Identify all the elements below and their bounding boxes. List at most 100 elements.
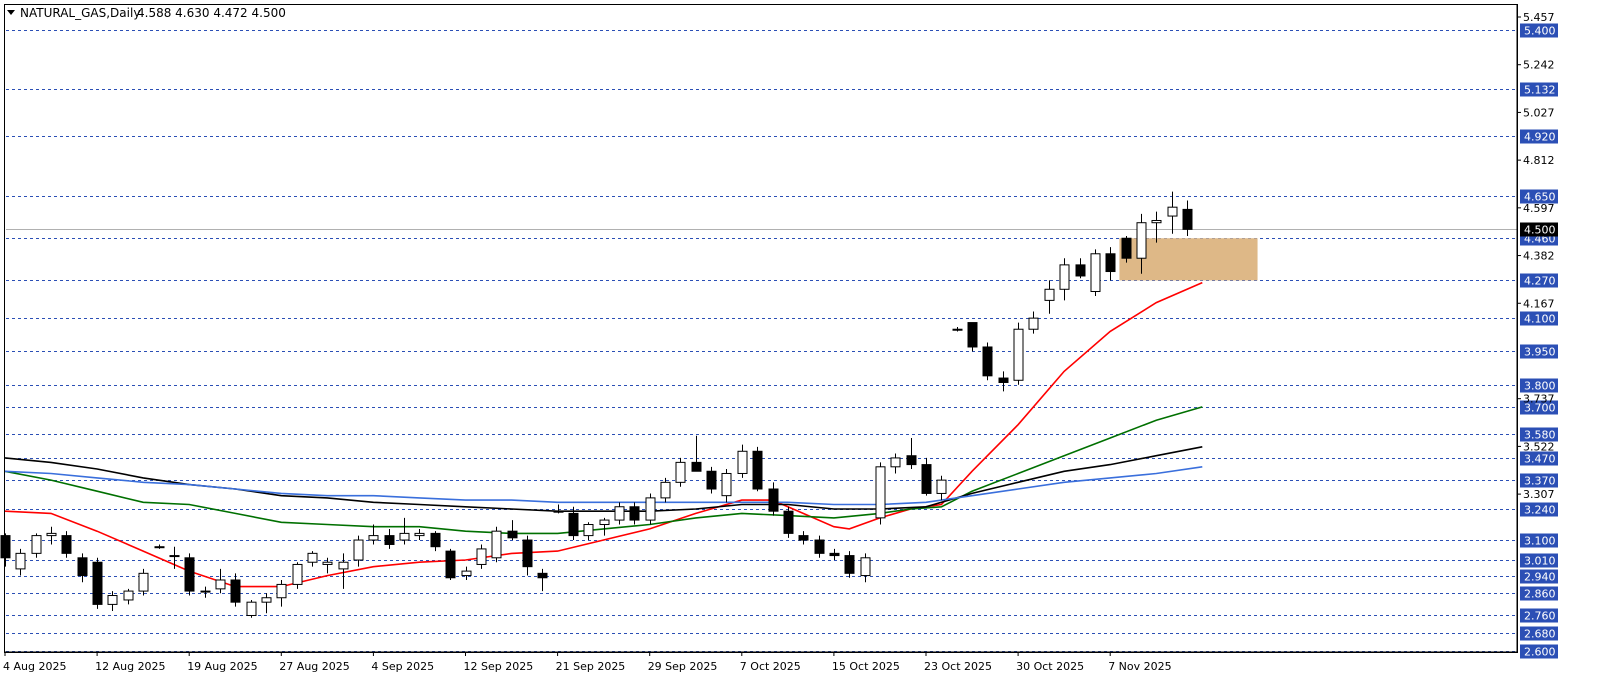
candle-bear[interactable] <box>384 535 395 545</box>
candle-bear[interactable] <box>783 510 794 534</box>
candle-bear[interactable] <box>92 561 103 605</box>
candle-bull[interactable] <box>246 601 257 616</box>
current-price-tag <box>1520 222 1558 237</box>
candle-bull[interactable] <box>276 583 287 599</box>
candle-bull[interactable] <box>307 552 318 563</box>
candle-bull[interactable] <box>292 563 303 585</box>
candle-bear[interactable] <box>691 461 702 472</box>
ma-blue-line[interactable] <box>4 466 1203 506</box>
candle-bear[interactable] <box>829 552 840 557</box>
candle-bear[interactable] <box>568 512 579 537</box>
candle-bull[interactable] <box>399 532 410 541</box>
candle-bear[interactable] <box>844 555 855 574</box>
candle-bull[interactable] <box>491 530 502 559</box>
candle-bull[interactable] <box>1059 264 1070 290</box>
price-tick-label: 3.522 <box>1523 440 1555 453</box>
collapse-triangle-icon[interactable] <box>7 10 15 15</box>
candle-bull[interactable] <box>875 466 886 519</box>
candle-bear[interactable] <box>798 535 809 541</box>
candle-bear[interactable] <box>507 530 518 539</box>
candle-bull[interactable] <box>261 597 272 603</box>
level-label: 2.860 <box>1524 588 1556 601</box>
candle-bull[interactable] <box>107 595 118 605</box>
candle-bear[interactable] <box>629 506 640 521</box>
level-label: 3.580 <box>1524 429 1556 442</box>
candle-bear[interactable] <box>921 464 932 494</box>
level-label: 3.700 <box>1524 402 1556 415</box>
level-tag <box>1520 273 1558 288</box>
level-label: 5.400 <box>1524 25 1556 38</box>
candle-bull[interactable] <box>353 539 364 561</box>
candle-bull[interactable] <box>721 472 732 497</box>
candle-bull[interactable] <box>1044 288 1055 301</box>
candle-bear[interactable] <box>537 572 548 579</box>
candle-bear[interactable] <box>967 322 978 348</box>
candle-bull[interactable] <box>599 519 610 526</box>
candle-bull[interactable] <box>675 461 686 483</box>
candle-bull[interactable] <box>215 579 226 590</box>
candle-bull[interactable] <box>1151 219 1162 224</box>
candle-bear[interactable] <box>230 579 241 603</box>
candle-bull[interactable] <box>645 497 656 521</box>
level-tag <box>1520 569 1558 584</box>
candle-bear[interactable] <box>982 346 993 377</box>
candle-bull[interactable] <box>15 552 26 570</box>
candle-bear[interactable] <box>706 470 717 490</box>
chart-header[interactable]: NATURAL_GAS,Daily 4.588 4.630 4.472 4.50… <box>7 6 286 20</box>
candle-bear[interactable] <box>1105 253 1116 273</box>
candle-bull[interactable] <box>860 557 871 577</box>
candle-bull[interactable] <box>1167 206 1178 217</box>
level-label: 3.950 <box>1524 346 1556 359</box>
candle-bull[interactable] <box>169 555 180 558</box>
candle-bull[interactable] <box>123 590 134 601</box>
candle-bull[interactable] <box>936 479 947 494</box>
candle-bear[interactable] <box>61 535 72 554</box>
candle-bull[interactable] <box>154 546 165 549</box>
candle-bull[interactable] <box>31 535 42 554</box>
candle-bull[interactable] <box>138 572 149 592</box>
candle-bear[interactable] <box>430 532 441 548</box>
candle-bear[interactable] <box>998 377 1009 383</box>
candle-bull[interactable] <box>660 481 671 499</box>
candle-bull[interactable] <box>322 561 333 565</box>
candle-bear[interactable] <box>522 539 533 568</box>
candle-bear[interactable] <box>1121 237 1132 259</box>
ma-green-line[interactable] <box>4 406 1203 535</box>
candle-bull[interactable] <box>1136 222 1147 259</box>
candle-bear[interactable] <box>906 455 917 466</box>
candle-bull[interactable] <box>614 506 625 521</box>
price-tick-label: 3.307 <box>1523 488 1555 501</box>
candle-bull[interactable] <box>890 457 901 468</box>
level-tag <box>1520 644 1558 659</box>
candle-bull[interactable] <box>952 328 963 331</box>
candle-bear[interactable] <box>814 539 825 554</box>
candle-bear[interactable] <box>184 557 195 592</box>
candle-bull[interactable] <box>200 590 211 593</box>
candle-bear[interactable] <box>752 450 763 490</box>
candle-bull[interactable] <box>583 524 594 537</box>
time-tick-label: 4 Aug 2025 <box>3 660 66 673</box>
candle-bull[interactable] <box>338 561 349 570</box>
level-tag <box>1520 553 1558 568</box>
candle-bull[interactable] <box>476 548 487 565</box>
candle-bull[interactable] <box>461 570 472 577</box>
candles[interactable] <box>0 191 1193 618</box>
candle-bear[interactable] <box>1182 208 1193 230</box>
level-label: 2.940 <box>1524 571 1556 584</box>
candle-bear[interactable] <box>445 550 456 579</box>
candle-bull[interactable] <box>1013 328 1024 381</box>
candle-bull[interactable] <box>414 532 425 537</box>
candle-bear[interactable] <box>1075 264 1086 277</box>
candle-bull[interactable] <box>1090 253 1101 293</box>
level-label: 3.470 <box>1524 453 1556 466</box>
level-tag <box>1520 586 1558 601</box>
candle-bull[interactable] <box>1028 317 1039 330</box>
candle-bull[interactable] <box>368 535 379 541</box>
candle-bear[interactable] <box>77 557 88 577</box>
candle-bull[interactable] <box>553 510 564 513</box>
candle-bull[interactable] <box>737 450 748 474</box>
candle-bear[interactable] <box>0 535 11 559</box>
candle-bear[interactable] <box>768 488 779 512</box>
candle-bull[interactable] <box>46 532 57 537</box>
